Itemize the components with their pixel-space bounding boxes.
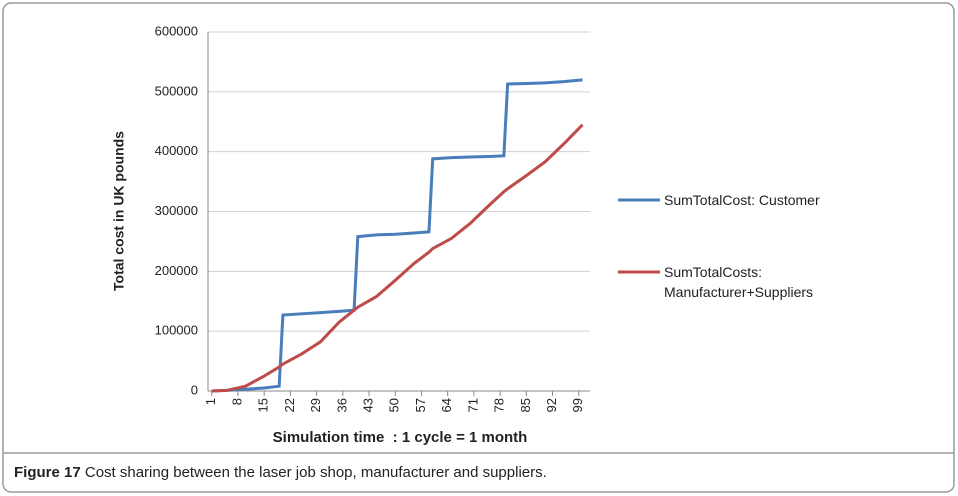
y-axis-title: Total cost in UK pounds [111, 131, 127, 291]
y-tick-label: 0 [191, 382, 198, 397]
y-tick-label: 200000 [155, 263, 198, 278]
x-axis-title: Simulation time : 1 cycle = 1 month [273, 429, 528, 446]
caption-text: Cost sharing between the laser job shop,… [84, 464, 547, 481]
x-tick-label: 85 [518, 398, 533, 412]
caption-label: Figure 17 [14, 464, 81, 481]
x-tick-label: 15 [256, 398, 271, 412]
x-tick-label: 36 [334, 398, 349, 412]
legend-label: SumTotalCosts: Manufacturer+Suppliers [664, 264, 814, 300]
y-tick-label: 500000 [155, 83, 198, 98]
x-tick-label: 64 [439, 398, 454, 412]
x-tick-label: 8 [229, 398, 244, 405]
x-tick-label: 29 [308, 398, 323, 412]
caption: Figure 17 Cost sharing between the laser… [14, 464, 547, 481]
y-tick-label: 600000 [155, 23, 198, 38]
x-tick-label: 43 [360, 398, 375, 412]
x-tick-label: 1 [203, 398, 218, 405]
x-tick-label: 22 [282, 398, 297, 412]
y-tick-label: 300000 [155, 203, 198, 218]
x-tick-label: 78 [492, 398, 507, 412]
x-tick-label: 99 [570, 398, 585, 412]
x-tick-label: 92 [544, 398, 559, 412]
y-tick-label: 400000 [155, 143, 198, 158]
y-tick-label: 100000 [155, 323, 198, 338]
series-line [211, 123, 584, 393]
x-tick-label: 50 [387, 398, 402, 412]
legend-label: SumTotalCost: Customer [664, 192, 820, 208]
x-tick-label: 57 [413, 398, 428, 412]
x-tick-label: 71 [465, 398, 480, 412]
series-line [211, 78, 583, 393]
